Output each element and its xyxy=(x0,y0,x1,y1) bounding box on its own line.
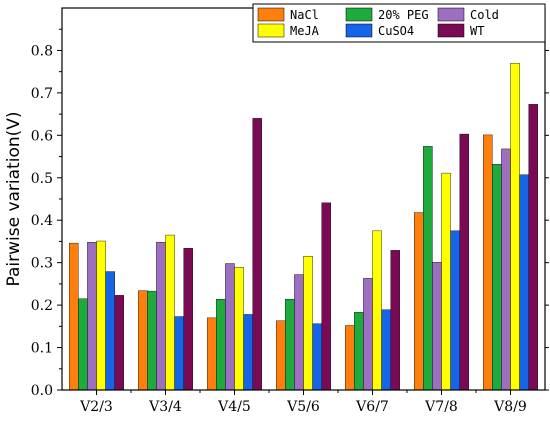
y-axis-title: Pairwise variation(V) xyxy=(4,111,24,286)
bar xyxy=(450,230,460,391)
y-tick-label: 0.1 xyxy=(31,341,53,357)
legend-swatch xyxy=(345,7,373,22)
legend-swatch xyxy=(437,23,465,38)
bar xyxy=(492,163,502,391)
legend: NaCl 20% PEG Cold MeJA CuSO4 WT xyxy=(252,3,546,43)
bar xyxy=(354,312,364,391)
bar xyxy=(174,316,184,391)
y-tick-label: 0.6 xyxy=(31,128,53,144)
bar xyxy=(114,295,124,391)
bar xyxy=(96,240,106,391)
y-axis: 0.0 0.1 0.2 0.3 0.4 0.5 0.6 0.7 0.8 xyxy=(31,28,549,399)
y-tick-label: 0.3 xyxy=(31,256,53,272)
x-axis: V2/3 V3/4 V4/5 V5/6 V6/7 V7/8 V8/9 xyxy=(79,390,527,415)
y-tick-label: 0.2 xyxy=(31,298,53,314)
bar xyxy=(441,172,451,391)
bar xyxy=(68,242,79,391)
bar xyxy=(156,242,166,391)
x-tick-label: V4/5 xyxy=(217,399,251,415)
y-tick-label: 0.8 xyxy=(31,43,53,59)
x-tick-label: V6/7 xyxy=(355,399,389,415)
bar xyxy=(519,174,529,391)
bar xyxy=(510,62,520,391)
bar xyxy=(165,234,175,391)
bar xyxy=(459,133,470,391)
legend-label: CuSO4 xyxy=(378,24,414,38)
bar xyxy=(363,278,373,391)
bar xyxy=(303,256,313,391)
bar xyxy=(78,298,88,391)
legend-swatch xyxy=(257,23,285,38)
x-tick-label: V8/9 xyxy=(493,399,527,415)
legend-label: Cold xyxy=(470,8,499,22)
bar xyxy=(285,298,295,391)
plot-area xyxy=(61,7,546,391)
bar xyxy=(294,274,304,391)
bar xyxy=(372,230,382,391)
bar xyxy=(345,325,355,391)
bar xyxy=(312,323,322,391)
bar xyxy=(147,290,157,391)
legend-label: MeJA xyxy=(290,24,320,38)
bar xyxy=(483,134,493,391)
legend-label: NaCl xyxy=(290,8,319,22)
legend-label: WT xyxy=(470,24,484,38)
bar xyxy=(87,242,97,391)
bar xyxy=(234,267,244,391)
bar xyxy=(423,146,433,391)
y-tick-label: 0.5 xyxy=(31,171,53,187)
bar xyxy=(206,317,217,391)
y-tick-label: 0.7 xyxy=(31,86,53,102)
x-tick-label: V5/6 xyxy=(286,399,320,415)
x-tick-label: V3/4 xyxy=(148,399,182,415)
bar xyxy=(225,263,235,391)
x-tick-label: V2/3 xyxy=(79,399,113,415)
legend-box xyxy=(252,3,546,43)
bar xyxy=(414,212,424,391)
bar xyxy=(381,309,391,391)
legend-swatch xyxy=(345,23,373,38)
bar xyxy=(137,290,148,391)
bar xyxy=(528,104,539,391)
bar xyxy=(105,271,115,391)
bar xyxy=(216,298,226,391)
legend-swatch xyxy=(437,7,465,22)
bar xyxy=(321,202,332,391)
legend-label: 20% PEG xyxy=(378,8,429,22)
x-tick-label: V7/8 xyxy=(424,399,458,415)
bar xyxy=(183,248,193,391)
y-tick-label: 0.4 xyxy=(31,213,53,229)
y-tick-label: 0.0 xyxy=(31,383,53,399)
bar xyxy=(390,250,401,391)
bar xyxy=(276,320,286,391)
bar xyxy=(501,148,511,391)
bar xyxy=(243,314,253,391)
bar xyxy=(252,118,262,391)
legend-swatch xyxy=(257,7,285,22)
bar xyxy=(432,262,442,391)
